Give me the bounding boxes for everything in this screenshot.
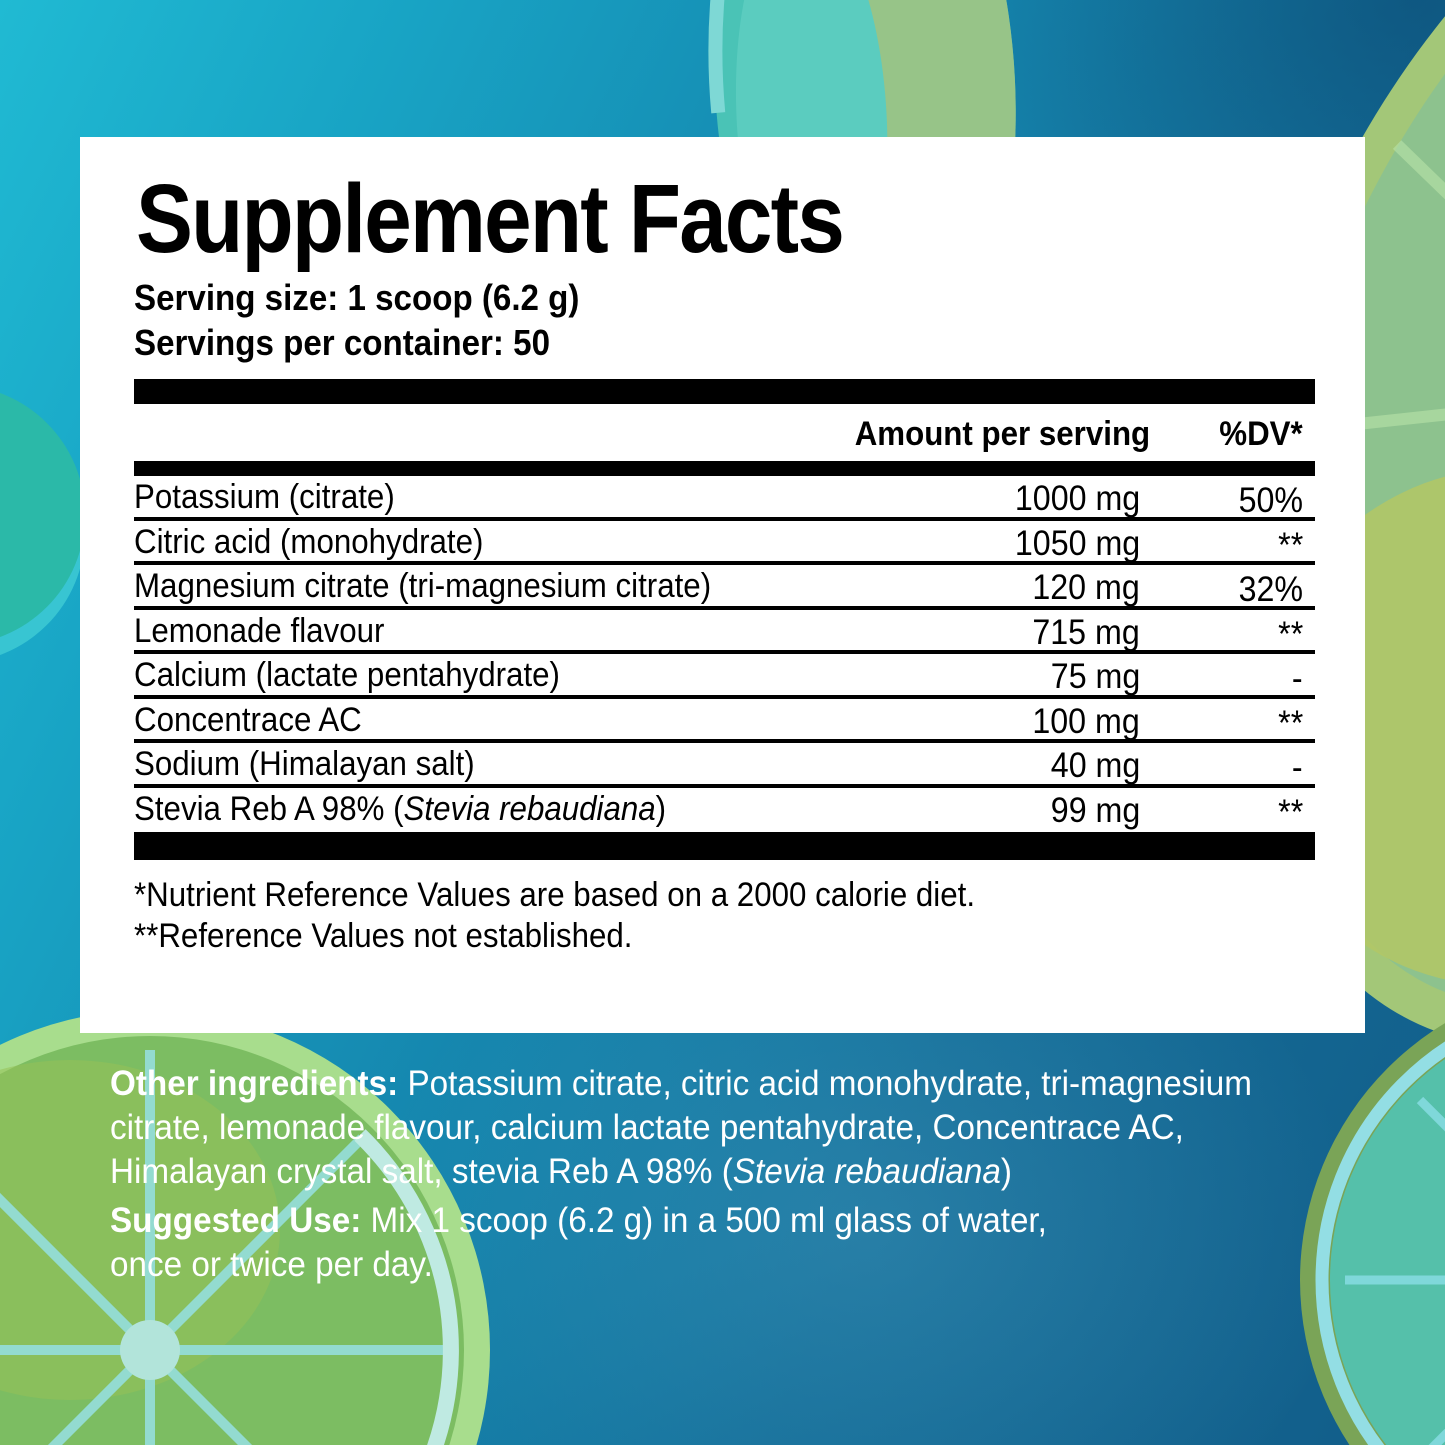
footnotes: *Nutrient Reference Values are based on … [134,875,1315,957]
nutrient-amount: 120 mg [1032,568,1140,607]
nutrient-dv: ** [1277,703,1303,743]
page-title: Supplement Facts [136,164,845,273]
nutrient-name: Calcium (lactate pentahydrate) [134,656,560,694]
other-ingredients-line: citrate, lemonade flavour, calcium lacta… [110,1108,1184,1147]
nutrient-amount: 1050 mg [1014,523,1140,563]
nutrient-dv: ** [1277,614,1303,654]
table-header: Amount per serving %DV* [134,404,1315,461]
nutrient-amount: 100 mg [1032,701,1140,741]
other-ingredients-line: Other ingredients: Potassium citrate, ci… [110,1064,1252,1103]
other-ingredients-text: Other ingredients: Potassium citrate, ci… [110,1062,1312,1194]
nutrient-name: Citric acid (monohydrate) [134,522,484,561]
nutrient-dv: ** [1277,525,1303,565]
table-header-dv: %DV* [1219,415,1303,453]
nutrient-amount: 99 mg [1050,790,1140,830]
suggested-use-text: Suggested Use: Mix 1 scoop (6.2 g) in a … [110,1199,1096,1287]
nutrient-dv: - [1292,659,1303,698]
nutrient-dv: ** [1277,792,1303,832]
divider-bar-bottom [134,832,1315,860]
nutrient-name: Lemonade flavour [134,611,385,650]
servings-per-container: Servings per container: 50 [134,322,550,363]
supplement-facts-panel: Supplement Facts Serving size: 1 scoop (… [80,137,1365,1033]
table-row: Lemonade flavour 715 mg ** [134,610,1315,654]
serving-size: Serving size: 1 scoop (6.2 g) [134,277,580,318]
nutrient-name: Magnesium citrate (tri-magnesium citrate… [134,567,712,605]
table-row: Potassium (citrate) 1000 mg 50% [134,476,1315,521]
nutrient-name: Potassium (citrate) [134,478,395,516]
divider-bar-top [134,379,1315,404]
nutrient-name: Sodium (Himalayan salt) [134,745,475,783]
table-row: Calcium (lactate pentahydrate) 75 mg - [134,654,1315,699]
table-row: Stevia Reb A 98% (Stevia rebaudiana) 99 … [134,788,1315,833]
suggested-use-line: once or twice per day. [110,1245,433,1284]
nutrient-amount: 75 mg [1050,657,1140,696]
nutrient-dv: - [1292,748,1303,787]
table-row: Sodium (Himalayan salt) 40 mg - [134,743,1315,788]
other-ingredients-line: Himalayan crystal salt, stevia Reb A 98%… [110,1152,1012,1191]
table-header-amount: Amount per serving [854,415,1150,453]
nutrient-name: Concentrace AC [134,700,362,739]
suggested-use-line: Suggested Use: Mix 1 scoop (6.2 g) in a … [110,1201,1047,1240]
lime-slice-bottom-left-icon [0,1010,490,1445]
footnote: **Reference Values not established. [134,917,633,955]
table-row: Magnesium citrate (tri-magnesium citrate… [134,565,1315,610]
nutrient-amount: 40 mg [1050,746,1140,785]
lemon-slice-bottom-right-icon [1300,1023,1445,1445]
table-row: Citric acid (monohydrate) 1050 mg ** [134,521,1315,565]
divider-bar-header [134,461,1315,476]
lemon-slice-top-right-icon [1228,0,1445,1047]
nutrient-amount: 715 mg [1032,612,1140,652]
lemon-slice-left-edge-icon [0,393,85,655]
footnote: *Nutrient Reference Values are based on … [134,876,976,914]
nutrient-dv: 50% [1238,481,1303,520]
nutrient-amount: 1000 mg [1014,479,1140,518]
nutrient-name: Stevia Reb A 98% (Stevia rebaudiana) [134,789,667,828]
table-row: Concentrace AC 100 mg ** [134,699,1315,743]
nutrient-table: Potassium (citrate) 1000 mg 50% Citric a… [134,476,1315,832]
nutrient-dv: 32% [1238,570,1303,609]
